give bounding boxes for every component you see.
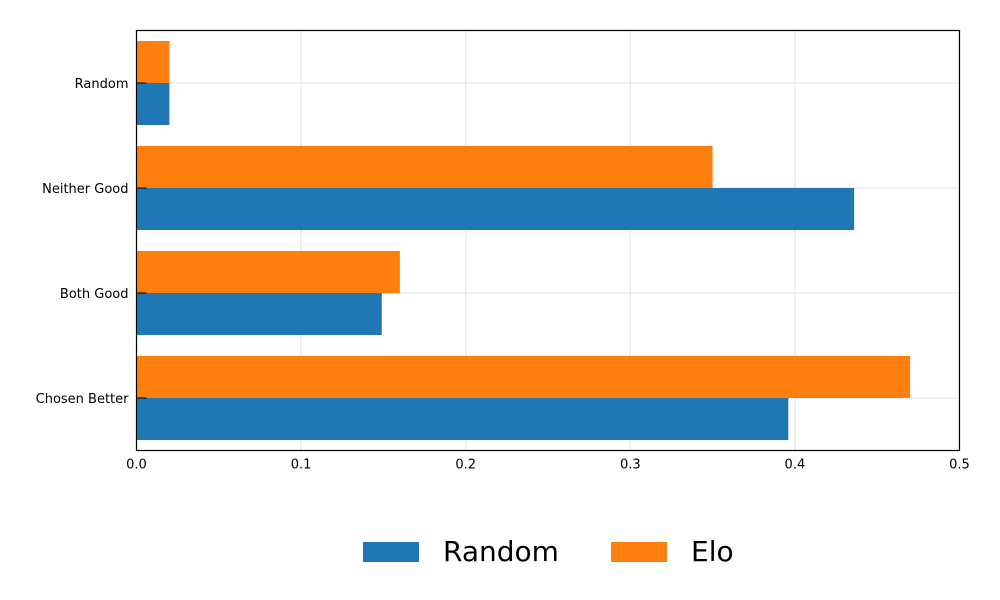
bar-series-1: [136, 188, 855, 230]
x-tick-label: 0.1: [291, 458, 312, 473]
bar-series-2: [136, 146, 713, 188]
legend-label-series-2: Elo: [691, 535, 734, 568]
x-tick-label: 0.0: [126, 458, 147, 473]
axis-ticks: 0.0 0.1 0.2 0.3 0.4 0.5 Chosen Better Both Good…: [36, 77, 970, 473]
y-tick-label: Random: [75, 77, 129, 92]
x-tick-label: 0.3: [620, 458, 641, 473]
bar-series-2: [136, 251, 400, 293]
legend: Random Elo: [0, 530, 1000, 574]
bars: [136, 41, 911, 440]
bar-series-1: [136, 398, 789, 440]
bar-series-1: [136, 83, 170, 125]
y-tick-label: Neither Good: [42, 182, 128, 197]
bar-series-2: [136, 41, 170, 83]
legend-item-series-1: Random: [363, 530, 559, 574]
x-tick-label: 0.4: [785, 458, 806, 473]
legend-label-series-1: Random: [443, 535, 559, 568]
bar-series-2: [136, 356, 911, 398]
plot-frame: [135, 29, 961, 452]
x-tick-label: 0.5: [949, 458, 970, 473]
legend-swatch-series-1: [363, 542, 419, 562]
legend-swatch-series-2: [611, 542, 667, 562]
legend-item-series-2: Elo: [611, 530, 734, 574]
x-tick-label: 0.2: [455, 458, 476, 473]
bar-series-1: [136, 293, 382, 335]
y-tick-label: Both Good: [60, 287, 129, 302]
y-tick-label: Chosen Better: [36, 392, 130, 407]
